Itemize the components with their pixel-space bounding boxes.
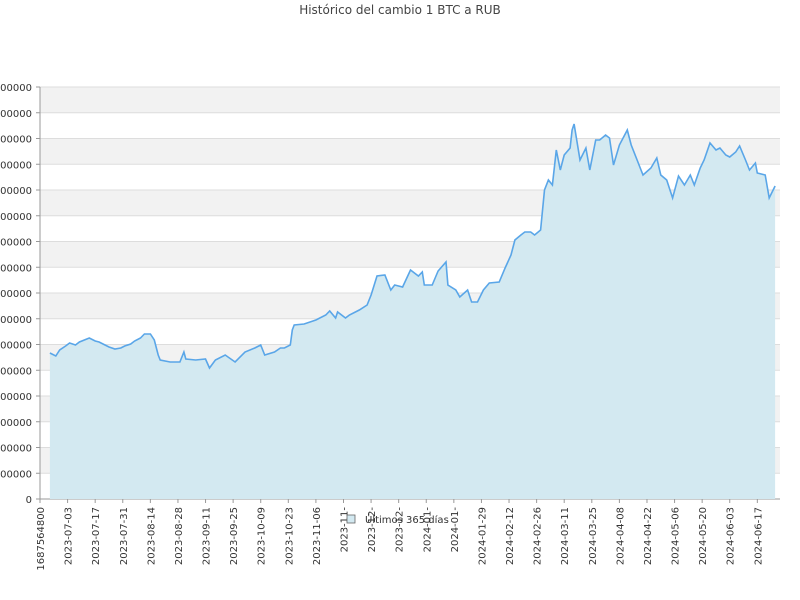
x-tick-label: 2024-04-22	[643, 507, 654, 565]
y-tick-label: 6500000	[0, 160, 32, 171]
x-tick-label: 2024-06-03	[726, 507, 737, 565]
y-tick-label: 1000000	[0, 444, 32, 455]
x-tick-label: 2024-02-12	[505, 507, 516, 565]
y-tick-label: 6000000	[0, 186, 32, 197]
legend-label: Últimos 365 días	[365, 513, 449, 526]
legend-swatch	[346, 514, 356, 524]
x-tick-label: 2024-01-	[422, 507, 433, 553]
x-tick-label: 2023-09-25	[229, 507, 240, 565]
y-tick-label: 5500000	[0, 212, 32, 223]
chart-title: Histórico del cambio 1 BTC a RUB	[299, 3, 501, 17]
y-tick-label: 3000000	[0, 341, 32, 352]
y-tick-label: 500000	[0, 469, 32, 480]
x-tick-label: 2024-01-29	[477, 507, 488, 565]
x-tick-label: 2023-12-	[395, 507, 406, 553]
y-tick-label: 5000000	[0, 238, 32, 249]
y-tick-label: 0	[26, 495, 32, 506]
x-tick-label: 2023-07-31	[119, 507, 130, 565]
x-tick-label: 2024-03-11	[560, 507, 571, 565]
x-tick-label: 1687564800	[36, 507, 47, 571]
y-tick-label: 4000000	[0, 289, 32, 300]
x-tick-label: 2024-06-17	[753, 507, 764, 565]
x-tick-label: 2024-04-08	[615, 507, 626, 565]
x-tick-label: 2024-05-20	[698, 507, 709, 565]
grid-band	[40, 138, 780, 165]
y-tick-label: 7000000	[0, 135, 32, 146]
x-tick-label: 2023-07-17	[91, 507, 102, 565]
x-tick-label: 2024-05-06	[671, 507, 682, 565]
y-tick-label: 1500000	[0, 418, 32, 429]
y-tick-label: 7500000	[0, 109, 32, 120]
x-tick-label: 2023-12-	[367, 507, 378, 553]
y-tick-label: 2000000	[0, 392, 32, 403]
area-fill	[49, 124, 776, 499]
y-tick-label: 4500000	[0, 263, 32, 274]
grid-band	[40, 112, 780, 139]
x-tick-label: 2024-03-25	[588, 507, 599, 565]
x-tick-label: 2023-10-09	[257, 507, 268, 565]
y-tick-label: 8000000	[0, 83, 32, 94]
y-tick-label: 3500000	[0, 315, 32, 326]
x-tick-label: 2024-01-	[450, 507, 461, 553]
x-tick-label: 2023-11-06	[312, 507, 323, 565]
line	[49, 123, 776, 370]
x-tick-label: 2023-10-23	[284, 507, 295, 565]
grid-band	[40, 87, 780, 113]
x-tick-label: 2024-02-26	[533, 507, 544, 565]
x-tick-label: 2023-08-14	[146, 507, 157, 565]
x-tick-label: 2023-09-11	[202, 507, 213, 565]
x-tick-label: 2023-08-28	[174, 507, 185, 565]
x-tick-label: 2023-11-	[339, 507, 350, 553]
y-tick-label: 2500000	[0, 366, 32, 377]
x-tick-label: 2023-07-03	[64, 507, 75, 565]
